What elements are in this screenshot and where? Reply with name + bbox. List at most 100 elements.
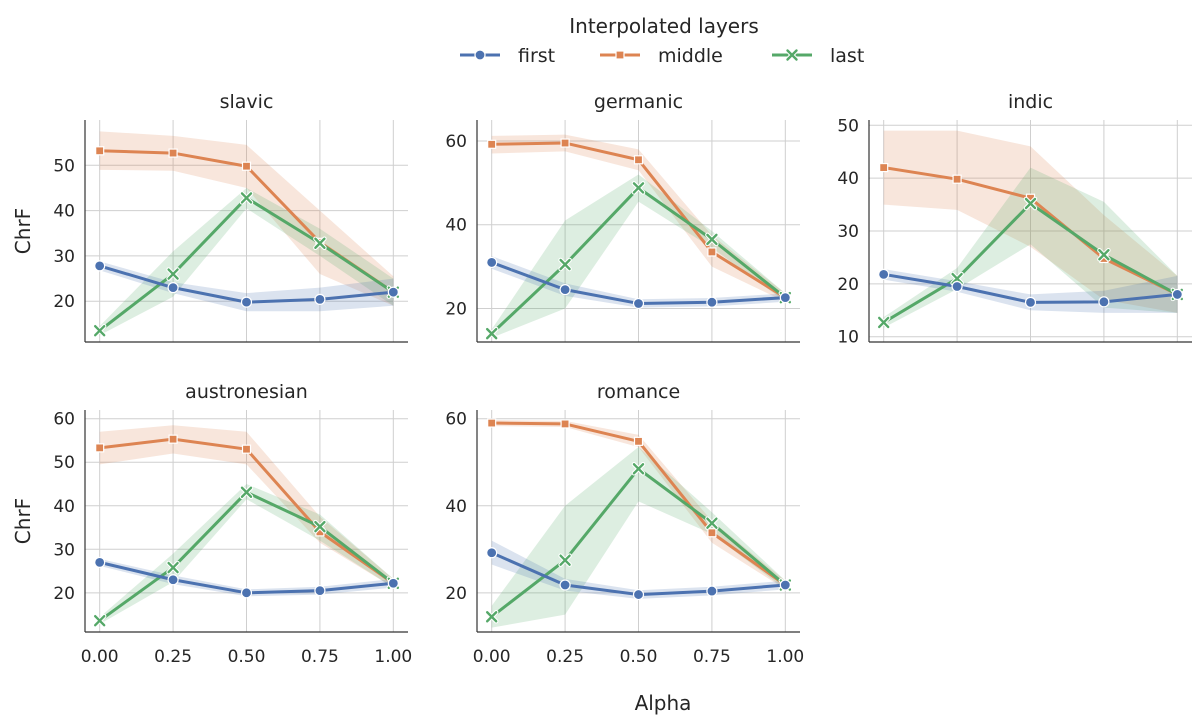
point-last (632, 463, 645, 475)
point-last (877, 316, 890, 329)
y-tick-label: 40 (445, 216, 467, 236)
point-last (314, 520, 326, 533)
x-tick-label: 0.75 (301, 647, 339, 667)
point-first (878, 268, 890, 280)
panel-title: romance (597, 381, 680, 403)
point-middle (487, 139, 497, 149)
legend-label-first: first (518, 45, 555, 67)
chart-panels: 20 30 40 50 slavic ChrF 20 40 60 germanic 10 20 30 40… (11, 91, 1192, 667)
point-first (387, 577, 399, 589)
point-first (559, 579, 571, 591)
panel-title: slavic (220, 91, 274, 113)
panel-title: austronesian (185, 381, 308, 403)
point-last (93, 324, 106, 337)
panel-indic: 10 20 30 40 50 indic (837, 91, 1192, 348)
point-last (93, 614, 106, 627)
y-tick-label: 60 (445, 410, 467, 430)
point-first (486, 547, 498, 559)
point-last (1098, 249, 1110, 261)
point-middle (241, 161, 252, 171)
figure-x-axis-label: Alpha (635, 691, 692, 715)
ci-band-middle (99, 131, 394, 306)
point-first (779, 292, 791, 304)
ci-band-middle (491, 134, 786, 302)
panel-title: germanic (594, 91, 683, 113)
point-last (1024, 197, 1037, 210)
panel-romance: 20 40 60 0.00 0.25 0.50 0.75 1.00 romance (445, 381, 804, 667)
point-first (559, 284, 571, 296)
y-tick-label: 20 (53, 584, 75, 604)
point-middle (241, 444, 252, 454)
y-tick-label: 40 (837, 169, 859, 189)
y-tick-label: 60 (445, 132, 467, 152)
y-tick-label: 40 (53, 202, 75, 222)
point-first (486, 256, 498, 269)
point-first (94, 260, 106, 272)
point-middle (879, 162, 889, 173)
panel-germanic: 20 40 60 germanic (445, 91, 800, 343)
legend-label-middle: middle (658, 45, 723, 67)
legend-label-last: last (830, 45, 864, 67)
point-middle (952, 174, 962, 184)
x-tick-label: 0.00 (81, 647, 119, 667)
y-axis-label: ChrF (11, 208, 35, 254)
point-first (167, 574, 179, 586)
point-middle (168, 148, 178, 158)
point-middle (633, 436, 644, 446)
point-first (1098, 296, 1110, 308)
x-tick-label: 0.50 (228, 647, 266, 667)
point-first (240, 296, 253, 308)
point-first (706, 296, 718, 308)
y-tick-label: 40 (445, 497, 467, 517)
ci-band-last (99, 187, 394, 336)
point-first (314, 293, 326, 306)
y-tick-label: 10 (837, 328, 859, 348)
point-middle (560, 138, 570, 148)
y-tick-label: 30 (53, 247, 75, 267)
legend-marker-middle (615, 50, 625, 60)
y-tick-label: 20 (445, 299, 467, 319)
point-last (951, 272, 963, 285)
point-middle (633, 155, 644, 165)
legend-entry-last: last (772, 45, 864, 67)
point-middle (168, 434, 178, 444)
point-last (167, 561, 179, 574)
y-tick-label: 20 (445, 584, 467, 604)
y-axis-label: ChrF (11, 498, 35, 544)
point-first (1171, 288, 1183, 301)
point-last (559, 554, 571, 566)
legend-entry-middle: middle (600, 45, 723, 67)
point-first (314, 585, 326, 597)
y-tick-label: 20 (837, 275, 859, 295)
y-tick-label: 60 (53, 410, 75, 430)
point-last (167, 268, 179, 280)
y-tick-label: 30 (53, 540, 75, 560)
x-tick-label: 0.50 (620, 647, 658, 667)
point-first (240, 587, 253, 599)
point-middle (95, 443, 105, 453)
y-tick-label: 40 (53, 497, 75, 517)
point-last (706, 233, 718, 246)
point-last (632, 182, 645, 194)
point-first (632, 588, 645, 601)
legend-title: Interpolated layers (569, 14, 758, 38)
point-first (387, 286, 399, 298)
x-tick-label: 0.75 (693, 647, 731, 667)
point-middle (707, 528, 717, 538)
y-tick-label: 50 (53, 453, 75, 473)
x-tick-label: 0.25 (154, 647, 192, 667)
legend-entry-first: first (460, 45, 555, 67)
point-first (706, 585, 718, 597)
y-tick-label: 50 (837, 116, 859, 136)
x-tick-label: 1.00 (766, 647, 804, 667)
ci-band-last (99, 484, 394, 625)
point-first (1024, 296, 1037, 308)
ci-band-middle (99, 425, 394, 588)
point-middle (560, 419, 570, 429)
panel-austronesian: 20 30 40 50 60 0.00 0.25 0.50 0.75 1.00 austronesi… (11, 381, 412, 667)
point-last (485, 327, 498, 340)
point-last (559, 258, 571, 271)
point-middle (487, 418, 497, 428)
x-tick-label: 1.00 (374, 647, 412, 667)
